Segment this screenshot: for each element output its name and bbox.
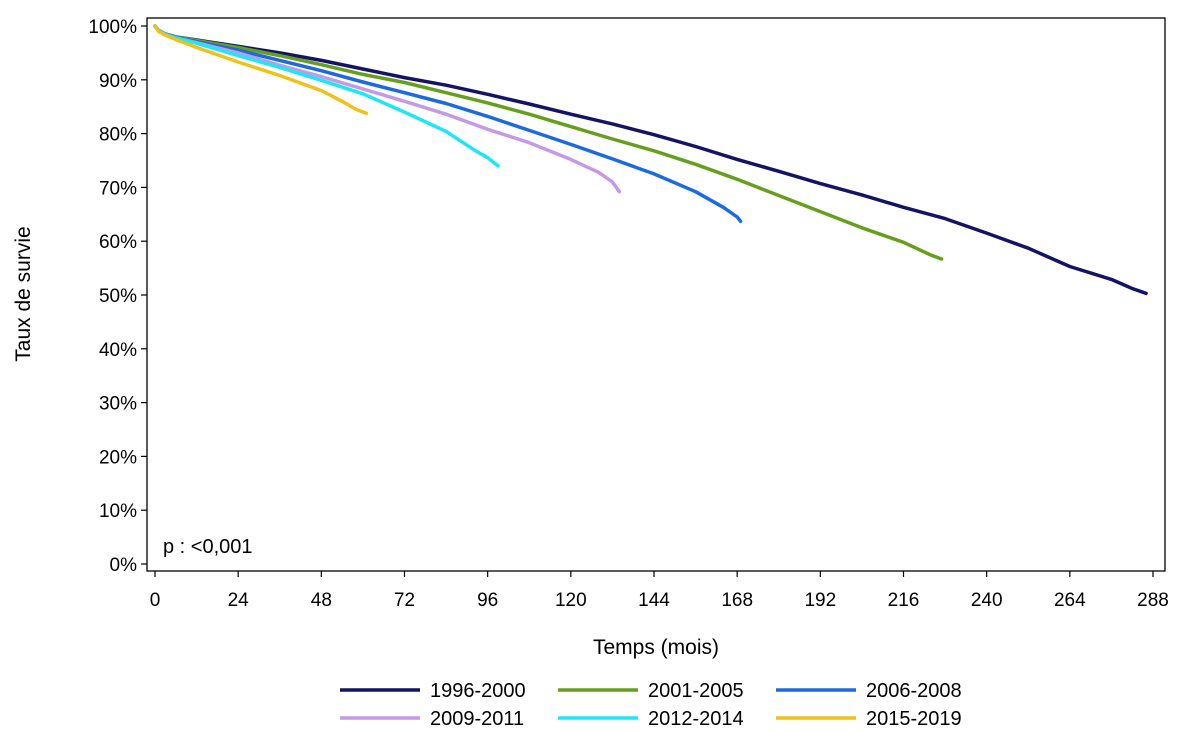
- y-tick-label: 80%: [99, 125, 137, 146]
- x-tick-label: 168: [721, 590, 753, 611]
- x-tick-label: 72: [394, 590, 415, 611]
- x-tick-label: 96: [477, 590, 498, 611]
- x-tick-label: 240: [971, 590, 1003, 611]
- x-tick-label: 144: [638, 590, 670, 611]
- y-tick-label: 50%: [99, 286, 137, 307]
- series-line-2015-2019: [153, 24, 369, 115]
- p-value-annotation: p : <0,001: [163, 536, 253, 558]
- x-tick-label: 288: [1137, 590, 1169, 611]
- y-tick-label: 20%: [99, 447, 137, 468]
- series-layer: [153, 24, 1148, 296]
- series-line-2012-2014: [153, 24, 500, 168]
- y-axis-title: Taux de survie: [12, 226, 35, 361]
- x-tick-label: 120: [555, 590, 587, 611]
- y-tick-label: 40%: [99, 340, 137, 361]
- legend-label: 2001-2005: [648, 680, 744, 702]
- plot-frame: [146, 17, 1166, 572]
- y-tick-label: 30%: [99, 394, 137, 415]
- x-tick-label: 48: [311, 590, 332, 611]
- legend-label: 2009-2011: [430, 708, 524, 730]
- x-tick-label: 264: [1054, 590, 1086, 611]
- legend-label: 2012-2014: [648, 708, 744, 730]
- y-tick-label: 70%: [99, 178, 137, 199]
- x-axis-title: Temps (mois): [593, 636, 719, 659]
- x-tick-label: 0: [150, 590, 161, 611]
- y-tick-label: 60%: [99, 232, 137, 253]
- x-tick-label: 24: [228, 590, 250, 611]
- series-line-2001-2005: [153, 24, 944, 261]
- x-axis: 0 24 48 72 96 120 144 168 192 216 240 264 288: [150, 571, 1169, 611]
- legend-label: 1996-2000: [430, 680, 526, 702]
- legend-label: 2015-2019: [866, 708, 962, 730]
- y-axis: 0% 10% 20% 30% 40% 50% 60% 70% 80% 90% 100%: [88, 17, 147, 576]
- y-tick-label: 10%: [99, 501, 137, 522]
- y-tick-label: 100%: [88, 17, 137, 38]
- legend-label: 2006-2008: [866, 680, 962, 702]
- x-tick-label: 216: [888, 590, 920, 611]
- y-tick-label: 90%: [99, 71, 137, 92]
- legend: 1996-2000 2001-2005 2006-2008 2009-2011 2012…: [340, 680, 962, 730]
- x-tick-label: 192: [804, 590, 836, 611]
- y-tick-label: 0%: [110, 555, 138, 576]
